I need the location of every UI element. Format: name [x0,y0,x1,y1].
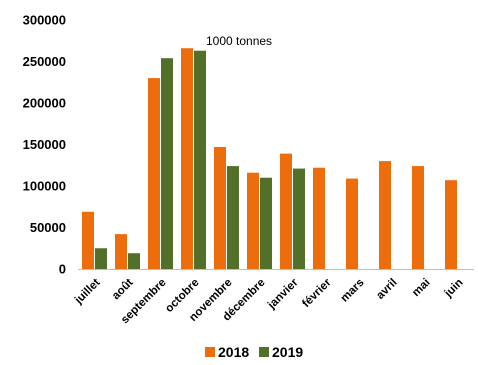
bar-2019-juillet [95,248,107,269]
y-tick-label: 50000 [30,220,66,235]
bar-2018-juillet [82,211,94,269]
bar-2018-mars [346,178,358,269]
x-tick-label: juillet [72,277,103,308]
bar-2019-janvier [293,168,305,269]
bar-2018-août [115,234,127,269]
y-tick-label: 150000 [23,137,66,152]
x-tick-label: janvier [265,276,301,312]
bar-2019-novembre [227,166,239,269]
bar-2018-décembre [247,172,259,269]
bar-2018-novembre [214,146,226,269]
legend-label-2018: 2018 [218,344,249,360]
x-tick-label: avril [374,277,399,302]
y-tick-label: 200000 [23,96,66,111]
bar-2018-septembre [148,78,160,269]
legend-swatch-2019 [259,347,269,357]
bar-2019-décembre [260,177,272,269]
x-tick-label: mars [339,277,367,305]
y-axis-labels: 0 50000 100000 150000 200000 250000 300000 [23,13,66,277]
bars [82,48,457,270]
legend: 2018 2019 [205,344,303,360]
bar-2018-juin [445,180,457,269]
x-tick-label: août [110,277,136,303]
y-tick-label: 250000 [23,54,66,69]
y-tick-label: 100000 [23,179,66,194]
x-tick-label: juin [442,277,466,301]
bar-2018-février [313,167,325,269]
bar-2018-mai [412,166,424,269]
x-axis-labels: juillet aoûtseptembreoctobrenovembredécem… [72,276,465,326]
unit-annotation: 1000 tonnes [206,34,272,48]
x-tick-label: février [300,276,334,310]
bar-2018-janvier [280,153,292,269]
y-tick-label: 300000 [23,13,66,28]
bar-2018-avril [379,161,391,269]
legend-swatch-2018 [205,347,215,357]
legend-label-2019: 2019 [272,344,303,360]
y-tick-label: 0 [59,262,66,277]
bar-2019-octobre [194,50,206,270]
bar-2018-octobre [181,48,193,269]
x-tick-label: mai [410,277,433,300]
bar-2019-août [128,253,140,269]
bar-2019-septembre [161,58,173,270]
